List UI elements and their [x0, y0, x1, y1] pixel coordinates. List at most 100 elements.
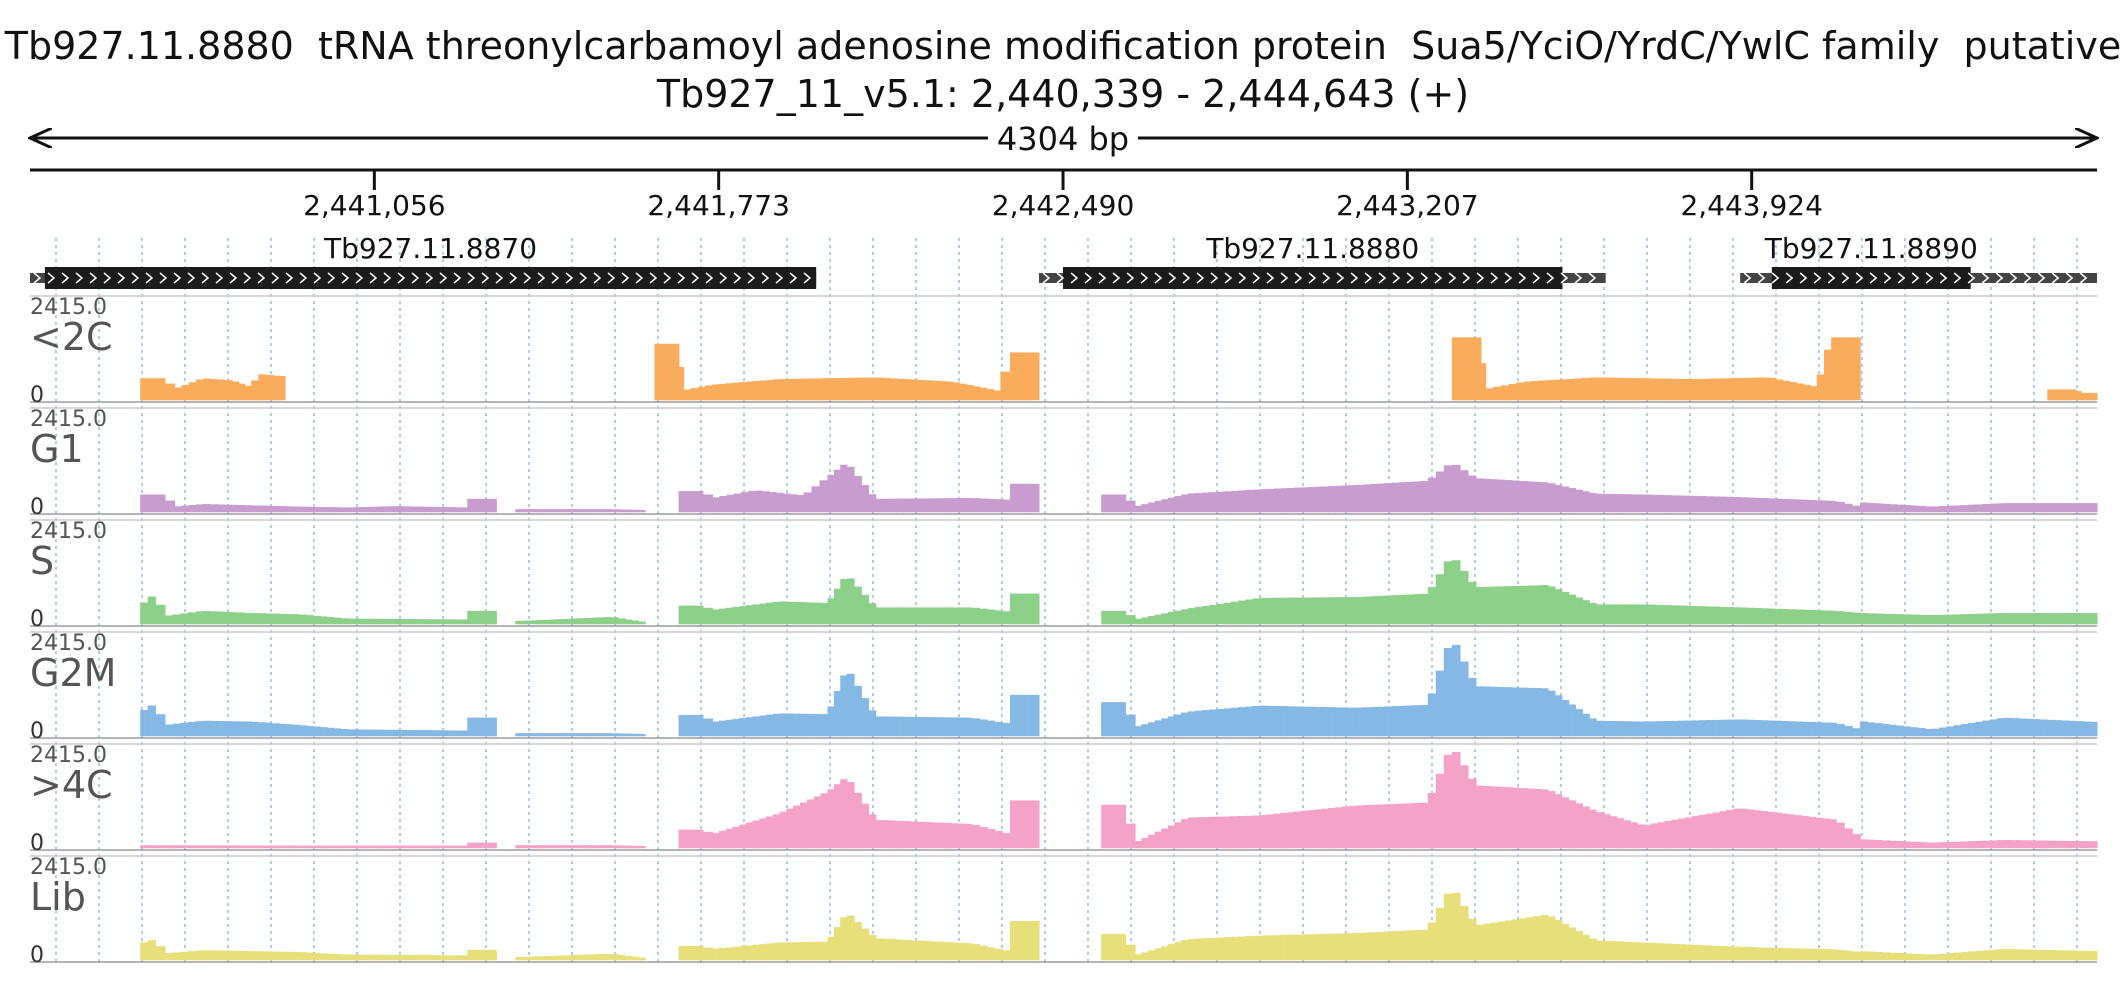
- coverage-bar: [306, 725, 314, 737]
- strand-chevron: [271, 272, 280, 284]
- coverage-bar: [1630, 721, 1638, 737]
- coverage-bar: [460, 507, 469, 513]
- coverage-bar: [381, 506, 390, 513]
- coverage-bar: [782, 493, 791, 513]
- coverage-bar: [1348, 597, 1357, 625]
- plot-title: Tb927.11.8880 tRNA threonylcarbamoyl ade…: [4, 24, 2122, 68]
- coverage-bar: [2075, 612, 2084, 625]
- coverage-bar: [1467, 581, 1477, 625]
- strand-chevron: [299, 272, 308, 284]
- span-label-bg: [988, 118, 1138, 158]
- coverage-bar: [950, 823, 959, 849]
- coverage-bar: [312, 506, 321, 513]
- gene-label[interactable]: Tb927.11.8890: [1764, 232, 1978, 265]
- coverage-bar: [2068, 720, 2077, 737]
- coverage-bar: [1314, 809, 1323, 849]
- coverage-bar: [686, 945, 696, 961]
- coverage-bar: [725, 947, 734, 961]
- coverage-bar: [1867, 722, 1876, 737]
- coverage-bar: [188, 504, 197, 513]
- coverage-bar: [1746, 607, 1755, 625]
- coverage-bar: [2088, 392, 2098, 401]
- strand-chevron: [537, 272, 546, 284]
- coverage-bar: [1148, 502, 1156, 513]
- coverage-bar: [1753, 608, 1762, 625]
- coverage-bar: [1851, 951, 1861, 961]
- coverage-bar: [292, 724, 300, 737]
- coverage-bar: [1109, 702, 1118, 737]
- coverage-bar: [155, 604, 166, 625]
- coverage-bar: [875, 938, 884, 961]
- coverage-bar: [1637, 378, 1645, 401]
- strand-chevron: [1743, 272, 1752, 284]
- coverage-bar: [238, 383, 246, 401]
- coverage-bar: [1328, 486, 1336, 513]
- coverage-bar: [957, 942, 966, 961]
- coverage-bar: [320, 845, 328, 849]
- coverage-bar: [618, 618, 626, 625]
- coverage-bar: [417, 955, 426, 961]
- coverage-bar: [631, 620, 640, 625]
- coverage-bar: [638, 621, 646, 625]
- coverage-bar: [1154, 720, 1163, 737]
- coverage-bar: [188, 845, 197, 849]
- coverage-bar: [1740, 377, 1749, 401]
- coverage-bar: [732, 606, 740, 625]
- coverage-bar: [1443, 893, 1453, 961]
- coverage-bar: [1753, 720, 1762, 737]
- coverage-bar: [923, 717, 932, 737]
- gene-label[interactable]: Tb927.11.8880: [1205, 232, 1419, 265]
- coverage-bar: [424, 619, 433, 625]
- coverage-bar: [306, 952, 314, 961]
- coverage-bar: [1851, 505, 1861, 513]
- coverage-bar: [203, 504, 211, 513]
- coverage-bar: [1216, 491, 1225, 513]
- coverage-bar: [1650, 378, 1659, 401]
- strand-chevron: [2065, 272, 2074, 284]
- coverage-bar: [759, 818, 767, 849]
- coverage-bar: [2068, 612, 2077, 625]
- strand-chevron: [1448, 272, 1457, 284]
- coverage-bar: [840, 675, 848, 737]
- coverage-bar: [2046, 719, 2055, 737]
- coverage-bar: [1504, 920, 1513, 961]
- strand-chevron: [677, 272, 686, 284]
- coverage-bar: [285, 845, 294, 849]
- strand-chevron: [691, 272, 700, 284]
- coverage-bar: [1630, 822, 1638, 849]
- coverage-bar: [1774, 720, 1782, 737]
- coverage-bar: [611, 617, 619, 625]
- coverage-bar: [686, 491, 696, 513]
- coverage-bar: [827, 378, 836, 401]
- coverage-bar: [1531, 381, 1540, 401]
- gene-cds[interactable]: [1063, 267, 1563, 289]
- coverage-bar: [1017, 483, 1026, 513]
- coverage-bar: [1801, 499, 1810, 513]
- strand-chevron: [1925, 272, 1934, 284]
- x-tick-label: 2,442,490: [992, 189, 1135, 222]
- coverage-bar: [1259, 597, 1268, 625]
- coverage-bar: [1782, 380, 1791, 401]
- coverage-bar: [258, 613, 266, 625]
- gene-cds[interactable]: [44, 267, 817, 289]
- coverage-bar: [1273, 488, 1282, 513]
- coverage-bar: [1843, 503, 1853, 513]
- coverage-bar: [1017, 352, 1026, 401]
- gene-cds[interactable]: [1771, 267, 1971, 289]
- coverage-bar: [1174, 714, 1182, 737]
- coverage-bar: [403, 955, 412, 961]
- coverage-bar: [1216, 816, 1225, 849]
- strand-chevron: [635, 272, 644, 284]
- coverage-bar: [800, 942, 808, 961]
- coverage-bar: [1467, 778, 1477, 849]
- coverage-bar: [278, 723, 287, 737]
- coverage-bar: [1490, 586, 1499, 625]
- coverage-bar: [1685, 379, 1693, 401]
- coverage-bar: [265, 374, 274, 401]
- gene-label[interactable]: Tb927.11.8870: [323, 232, 537, 265]
- coverage-bar: [522, 733, 530, 737]
- strand-chevron: [369, 272, 378, 284]
- coverage-bar: [1475, 785, 1484, 849]
- coverage-bar: [702, 494, 713, 513]
- coverage-bar: [1874, 613, 1883, 625]
